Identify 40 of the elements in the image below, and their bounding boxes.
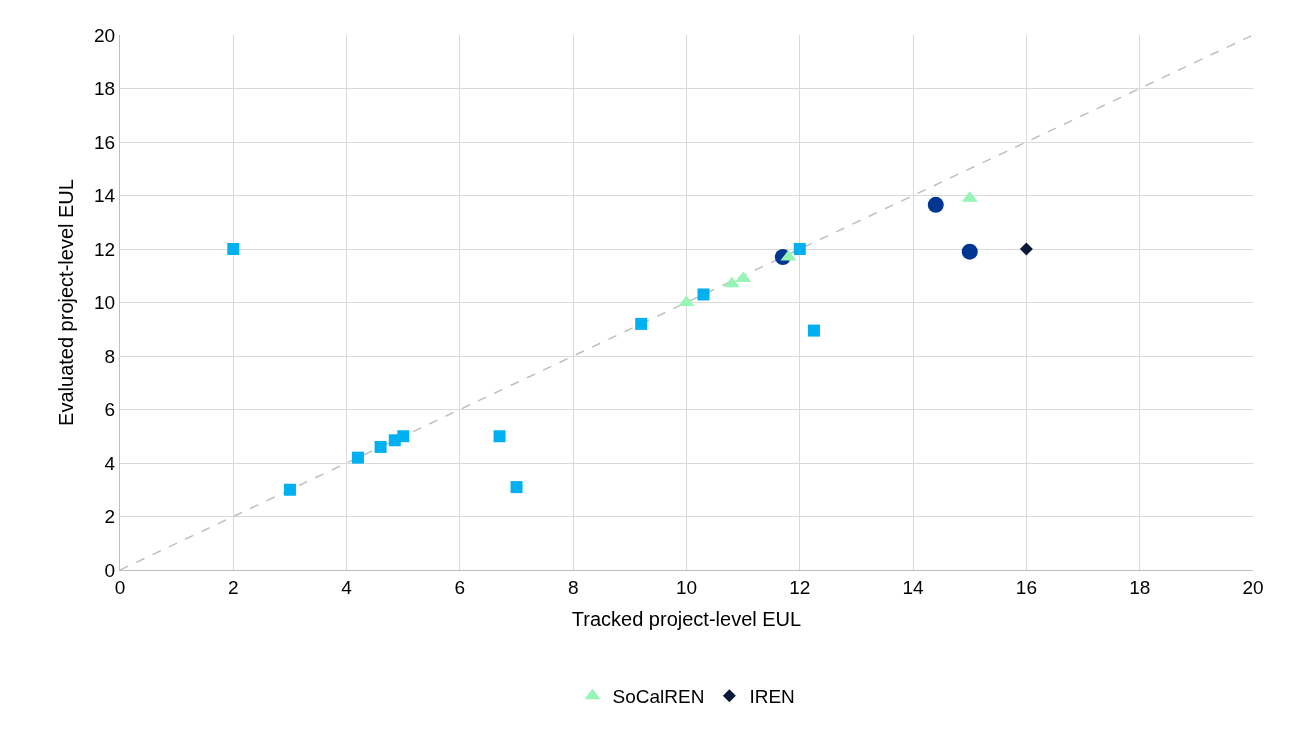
y-tick-label: 16 <box>94 131 116 153</box>
point <box>283 483 296 496</box>
point <box>227 243 240 255</box>
x-tick-label: 18 <box>1129 576 1151 598</box>
point <box>374 440 387 453</box>
y-tick-label: 12 <box>94 238 116 260</box>
point <box>697 288 710 301</box>
x-tick-label: 2 <box>228 576 239 598</box>
x-tick-label: 10 <box>675 576 698 598</box>
legend-label: SoCalREN <box>612 686 705 708</box>
x-tick-label: 12 <box>789 576 811 598</box>
y-tick-label: 0 <box>104 559 116 581</box>
point <box>807 324 820 337</box>
point <box>723 276 740 288</box>
point <box>635 317 648 330</box>
y-tick-label: 4 <box>104 452 116 474</box>
y-tick-label: 8 <box>104 345 116 367</box>
y-tick-label: 2 <box>104 506 116 528</box>
x-tick-label: 8 <box>567 576 579 598</box>
y-tick-label: 18 <box>94 78 116 100</box>
y-tick-label: 20 <box>94 24 116 46</box>
y-tick-label: 6 <box>104 399 116 421</box>
x-axis-title: Tracked project-level EUL <box>571 608 802 631</box>
point <box>397 430 410 443</box>
x-tick-label: 16 <box>1015 576 1037 598</box>
legend-label: IREN <box>749 686 795 708</box>
point <box>927 196 944 213</box>
point <box>793 243 806 255</box>
x-tick-label: 14 <box>902 576 925 598</box>
x-tick-label: 4 <box>341 576 353 598</box>
point <box>493 430 506 443</box>
point <box>1019 242 1033 256</box>
y-tick-label: 10 <box>94 292 116 314</box>
point <box>961 243 978 260</box>
y-axis-title: Evaluated project-level EUL <box>54 179 77 426</box>
y-tick-label: 14 <box>94 185 116 207</box>
point <box>351 451 364 464</box>
x-tick-label: 20 <box>1242 576 1264 598</box>
point <box>510 481 523 494</box>
x-tick-label: 6 <box>454 576 466 598</box>
